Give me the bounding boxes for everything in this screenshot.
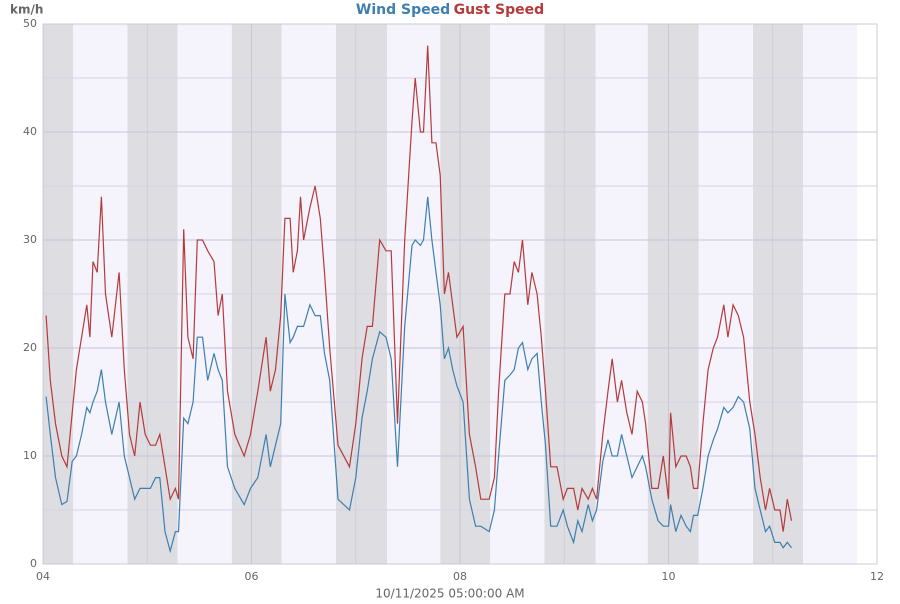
x-tick-label: 04 [36,570,50,583]
y-axis-label: km/h [10,3,43,17]
x-axis-label: 10/11/2025 05:00:00 AM [375,587,524,601]
y-tick-label: 30 [23,233,37,246]
y-tick-label: 10 [23,449,37,462]
y-tick-label: 50 [23,17,37,30]
chart-title: Wind Speed Gust Speed [356,2,544,18]
x-tick-label: 10 [662,570,676,583]
y-tick-label: 40 [23,125,37,138]
y-tick-label: 20 [23,341,37,354]
y-tick-label: 0 [30,557,37,570]
x-tick-label: 08 [453,570,467,583]
series-line [45,45,793,532]
x-tick-label: 12 [870,570,884,583]
series-line [45,196,792,554]
x-tick-label: 06 [245,570,259,583]
legend-entry: Gust Speed [454,2,544,18]
legend-entry: Wind Speed [356,2,450,18]
plot-border [42,23,878,565]
